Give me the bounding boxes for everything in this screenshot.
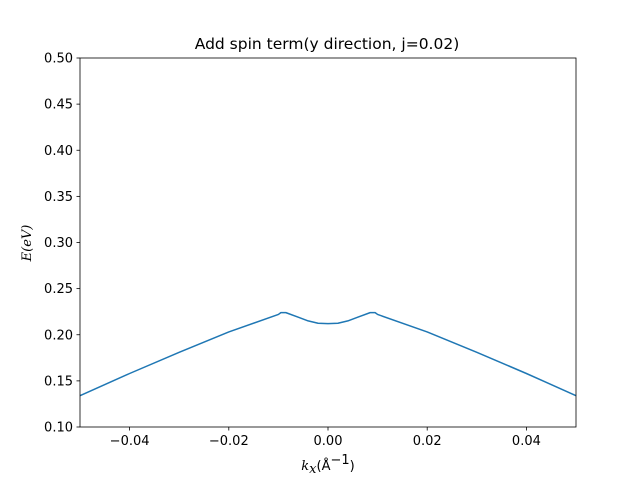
x-tick-label: 0.04 [512, 434, 541, 449]
y-tick-label: 0.50 [44, 52, 73, 67]
y-tick-label: 0.35 [44, 190, 73, 205]
y-axis-label: E(eV) [20, 225, 35, 263]
y-tick-label: 0.40 [44, 144, 73, 159]
y-tick-label: 0.10 [44, 421, 73, 436]
series-line-0 [79, 311, 577, 397]
x-axis-label-unit-close: ) [350, 459, 355, 474]
x-axis-label-unit-open: (Å [317, 458, 331, 474]
x-tick-label: 0.00 [314, 434, 343, 449]
chart-title: Add spin term(y direction, j=0.02) [195, 35, 460, 53]
x-tick-label: 0.02 [413, 434, 442, 449]
y-tick-label: 0.25 [44, 282, 73, 297]
x-axis-label-unit-sup: −1 [330, 453, 349, 468]
x-axis-label-sub: x [309, 462, 317, 477]
y-tick-label: 0.15 [44, 374, 73, 389]
y-tick-label: 0.45 [44, 98, 73, 113]
x-tick-label: −0.02 [209, 434, 249, 449]
axis-ticks: −0.04 −0.02 0.00 0.02 0.04 0.10 0.15 0.20 0.25 0.… [44, 52, 541, 450]
y-tick-label: 0.20 [44, 328, 73, 343]
x-tick-label: −0.04 [110, 434, 150, 449]
axes-frame [79, 57, 577, 428]
plot-area [79, 57, 577, 428]
x-axis-label-var: k [301, 459, 309, 474]
x-axis-label: kx(Å−1) [301, 453, 354, 477]
y-tick-label: 0.30 [44, 236, 73, 251]
